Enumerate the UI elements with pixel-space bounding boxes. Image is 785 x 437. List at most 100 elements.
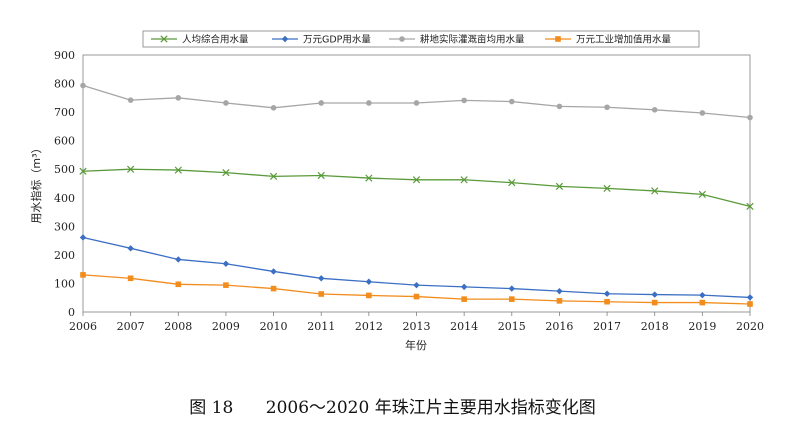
data-point: [318, 100, 325, 106]
data-point: [651, 107, 658, 113]
data-point: [508, 285, 515, 292]
data-point: [412, 176, 421, 184]
data-point: [746, 202, 754, 210]
series-2: [79, 234, 754, 301]
data-point: [747, 114, 753, 121]
data-point: [508, 296, 515, 302]
legend-label: 万元工业增加值用水量: [576, 34, 672, 46]
y-tick-label: 700: [54, 106, 75, 119]
data-point: [747, 301, 753, 307]
data-point: [413, 281, 420, 289]
data-point: [175, 281, 182, 288]
series-3: [80, 82, 753, 121]
x-tick-label: 2020: [736, 320, 764, 333]
x-tick-label: 2014: [450, 320, 478, 333]
data-point: [270, 285, 277, 292]
x-tick-label: 2008: [164, 320, 192, 333]
x-tick-label: 2015: [498, 320, 526, 333]
y-tick-label: 400: [54, 192, 75, 205]
legend-item: 万元工业增加值用水量: [545, 34, 672, 46]
data-point: [556, 298, 563, 304]
legend-swatch-marker: [160, 35, 168, 43]
data-point: [698, 190, 706, 198]
series-4: [80, 272, 753, 307]
x-tick-label: 2017: [593, 320, 621, 333]
data-point: [269, 172, 278, 180]
legend: 人均综合用水量 万元GDP用水量 耕地实际灌溉亩均用水量 万元工业增加值用水量: [142, 30, 700, 48]
y-tick-label: 600: [54, 135, 75, 148]
data-point: [127, 165, 135, 173]
plot-area: [82, 54, 751, 313]
y-tick-label: 900: [54, 49, 75, 62]
data-point: [222, 260, 230, 267]
data-point: [461, 296, 467, 302]
legend-item: 人均综合用水量: [151, 34, 249, 46]
data-point: [365, 174, 373, 182]
data-point: [223, 282, 229, 288]
data-point: [460, 176, 468, 184]
data-point: [80, 82, 86, 89]
x-tick-label: 2009: [212, 320, 240, 333]
legend-swatch-marker: [399, 36, 405, 42]
data-point: [603, 184, 611, 192]
x-tick-label: 2012: [355, 320, 383, 333]
legend-swatch-marker: [555, 36, 561, 42]
data-point: [317, 171, 325, 180]
legend-box: [142, 30, 700, 48]
data-point: [460, 283, 468, 291]
data-point: [604, 298, 610, 305]
data-point: [556, 103, 563, 110]
figure-caption: 图 18 2006～2020 年珠江片主要用水指标变化图: [0, 393, 785, 418]
data-point: [413, 100, 420, 106]
data-point: [555, 182, 564, 190]
x-tick-label: 2013: [403, 320, 431, 333]
data-point: [175, 256, 182, 263]
series-1: [79, 165, 754, 210]
data-point: [174, 166, 182, 174]
data-point: [508, 98, 515, 105]
x-axis-ticks: 2006 2007 2008 2009 2010 2011 2012 2013 2014 2015…: [69, 312, 764, 333]
data-point: [413, 293, 420, 300]
legend-label: 人均综合用水量: [182, 34, 249, 46]
y-tick-label: 100: [54, 277, 75, 290]
x-axis-label: 年份: [405, 338, 427, 352]
data-point: [651, 187, 659, 195]
data-point: [318, 291, 325, 297]
legend-label: 耕地实际灌溉亩均用水量: [420, 34, 525, 46]
x-tick-label: 2006: [69, 320, 97, 333]
series-line: [82, 274, 751, 305]
data-point: [651, 299, 658, 306]
legend-item: 万元GDP用水量: [272, 34, 371, 46]
legend-swatch-marker: [281, 35, 289, 43]
data-point: [223, 100, 229, 106]
series-line: [82, 236, 751, 299]
x-tick-label: 2018: [641, 320, 669, 333]
y-axis-ticks: 0 100 200 300 400 500 600 700 800 900: [54, 49, 75, 319]
data-point: [175, 95, 182, 101]
data-point: [80, 272, 86, 278]
data-point: [127, 97, 134, 103]
y-tick-label: 500: [54, 163, 75, 176]
x-tick-label: 2010: [260, 320, 288, 333]
data-point: [556, 287, 563, 295]
data-point: [366, 100, 372, 106]
y-tick-label: 300: [54, 220, 75, 233]
data-point: [79, 167, 87, 175]
figure-title: 2006～2020 年珠江片主要用水指标变化图: [265, 398, 596, 418]
data-point: [651, 291, 658, 298]
data-point: [699, 291, 706, 299]
y-tick-label: 800: [54, 78, 75, 91]
data-point: [365, 278, 373, 285]
data-point: [366, 292, 372, 299]
legend-item: 耕地实际灌溉亩均用水量: [389, 34, 525, 46]
legend-label: 万元GDP用水量: [303, 34, 371, 46]
series-line: [82, 168, 751, 207]
x-tick-label: 2019: [688, 320, 716, 333]
data-point: [318, 275, 325, 282]
data-point: [79, 234, 87, 241]
figure-number: 图 18: [189, 398, 234, 418]
y-tick-label: 0: [68, 306, 75, 319]
x-tick-label: 2007: [117, 320, 145, 333]
y-axis-label: 用水指标（m³）: [29, 142, 43, 223]
